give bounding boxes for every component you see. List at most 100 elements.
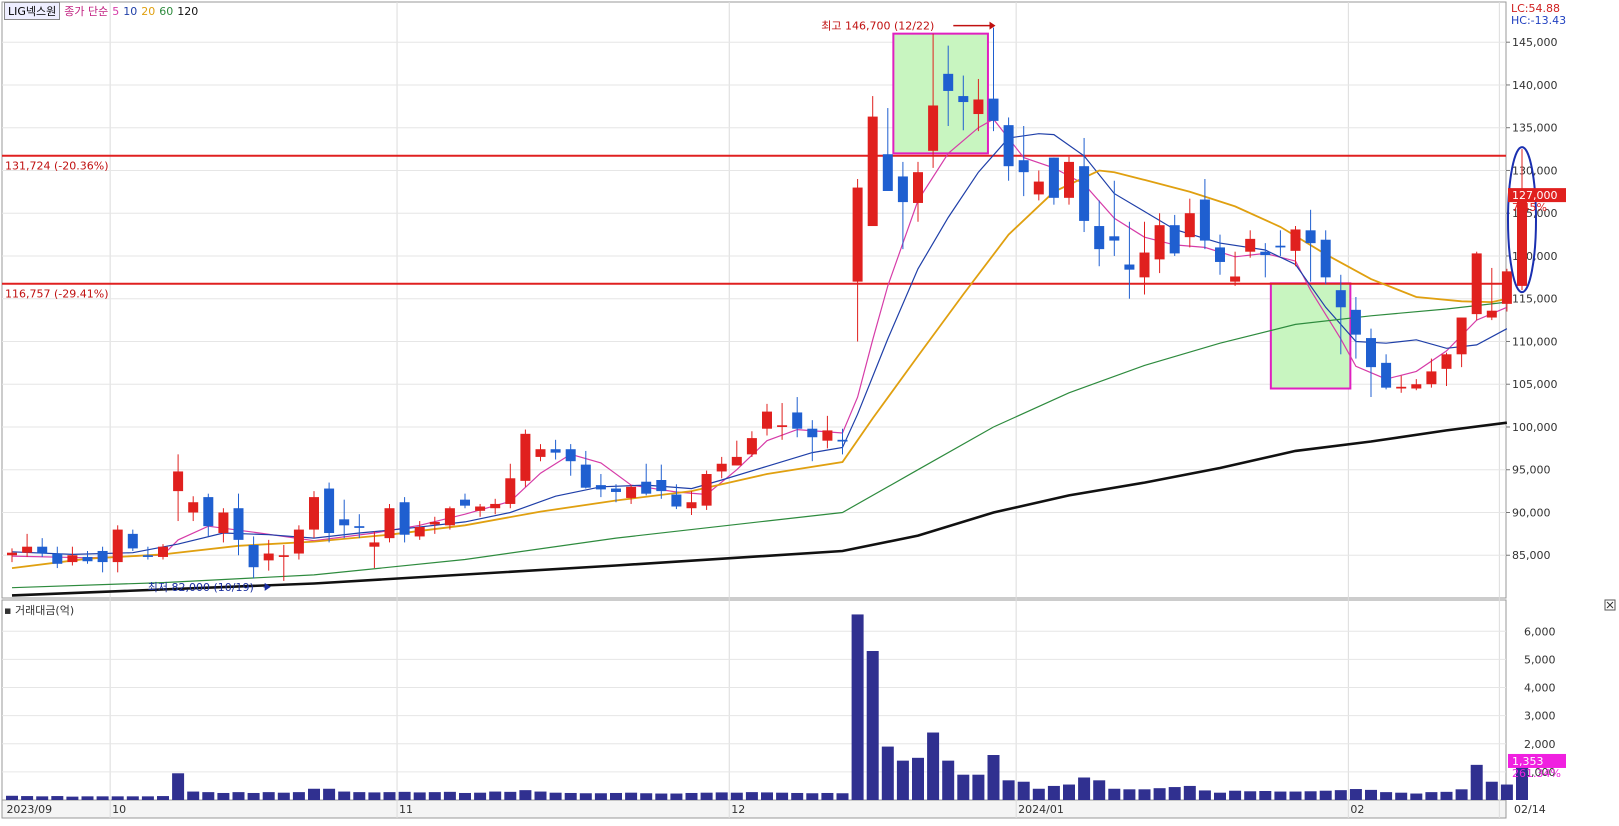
candle-body	[1184, 213, 1195, 238]
volume-bar	[1259, 791, 1272, 800]
volume-bar	[912, 757, 924, 800]
candle-body	[867, 116, 878, 227]
candle-body	[278, 555, 289, 557]
volume-bar	[323, 788, 336, 800]
volume-bar	[217, 792, 230, 800]
volume-tick-label: 3,000	[1524, 710, 1556, 723]
candle-body	[611, 488, 621, 492]
candle-body	[52, 553, 63, 564]
candle-body	[142, 555, 153, 557]
volume-bar	[51, 796, 64, 800]
volume-bar	[836, 793, 849, 800]
candle-body	[324, 488, 335, 534]
volume-bar	[761, 792, 773, 800]
volume-bar	[353, 792, 366, 800]
volume-bar	[957, 774, 970, 800]
candle-body	[1033, 181, 1044, 195]
volume-bar	[806, 793, 819, 800]
volume-bar	[942, 760, 955, 800]
x-tick-label: 2023/09	[6, 803, 52, 816]
x-tick-label: 12	[731, 803, 745, 816]
volume-bar	[443, 791, 456, 800]
volume-bar	[881, 746, 894, 800]
volume-bar	[232, 792, 245, 800]
volume-bar	[685, 792, 698, 800]
lc-label: LC:54.88	[1511, 2, 1560, 15]
last-price-text: 127,000	[1512, 189, 1558, 202]
volume-bar	[81, 796, 94, 800]
volume-bar	[308, 788, 320, 800]
volume-bar	[1047, 785, 1060, 800]
volume-bar	[1198, 790, 1211, 800]
candle-body	[1154, 225, 1165, 260]
volume-bar	[1304, 791, 1317, 800]
candle-body	[1366, 338, 1376, 368]
candle-body	[565, 449, 576, 462]
candle-body	[535, 449, 546, 457]
volume-bar	[96, 796, 109, 800]
volume-bar	[1123, 789, 1136, 800]
volume-bar	[1319, 790, 1332, 800]
reference-line-label: 116,757 (-29.41%)	[5, 288, 108, 301]
volume-bar	[821, 792, 834, 800]
volume-bar	[670, 793, 683, 800]
candle-body	[1335, 290, 1346, 308]
volume-bar	[655, 793, 668, 800]
candle-body	[263, 553, 274, 561]
candle-body	[928, 105, 939, 151]
candle-body	[1471, 253, 1482, 315]
x-tick-label: 2024/01	[1018, 803, 1064, 816]
reference-line-label: 131,724 (-20.36%)	[5, 160, 108, 173]
volume-bar	[1108, 788, 1121, 800]
x-axis-strip	[1, 799, 1507, 819]
candle-body	[973, 99, 984, 115]
volume-bar	[534, 791, 547, 800]
volume-bar	[1153, 788, 1166, 800]
volume-bar	[247, 792, 260, 800]
symbol-box[interactable]: LIG넥스원	[4, 2, 61, 20]
candle-body	[112, 529, 123, 563]
volume-bar	[549, 792, 562, 800]
volume-bar	[594, 793, 607, 800]
candle-body	[203, 497, 214, 527]
close-pane-icon-x	[1606, 601, 1614, 609]
volume-bar	[66, 796, 79, 800]
last-change-text: 7.45%	[1512, 201, 1547, 214]
candle-body	[1320, 239, 1331, 278]
candle-body	[1501, 271, 1512, 304]
candle-body	[233, 508, 244, 540]
candle-body	[580, 464, 591, 488]
volume-tick-label: 5,000	[1524, 653, 1556, 666]
low-arrow-head	[264, 582, 271, 591]
candle-body	[1290, 229, 1301, 251]
candle-body	[414, 527, 425, 537]
candle-body	[1048, 157, 1059, 198]
candle-body	[550, 449, 561, 453]
volume-bar	[610, 792, 622, 800]
volume-bar	[851, 614, 864, 800]
volume-bar	[640, 793, 653, 800]
candle-body	[82, 556, 93, 562]
volume-bar	[368, 792, 381, 800]
volume-bar	[1516, 761, 1528, 800]
candle-body	[460, 499, 470, 506]
volume-bar	[398, 791, 411, 800]
candle-body	[837, 439, 848, 442]
candle-body	[1411, 384, 1422, 389]
volume-bar	[1168, 787, 1181, 800]
candle-body	[913, 172, 923, 203]
volume-bar	[866, 650, 879, 800]
price-tick-label: 110,000	[1512, 335, 1558, 348]
candle-body	[746, 438, 757, 455]
price-tick-label: 100,000	[1512, 421, 1558, 434]
candle-body	[1486, 310, 1497, 318]
candle-body	[1079, 166, 1090, 221]
price-tick-label: 95,000	[1512, 464, 1551, 477]
candle-body	[897, 176, 908, 203]
volume-bar	[6, 795, 18, 800]
volume-bar	[126, 796, 139, 800]
candle-body	[1260, 251, 1271, 256]
last-price-tag	[1508, 188, 1566, 203]
ma-60-label: 60	[159, 4, 174, 18]
